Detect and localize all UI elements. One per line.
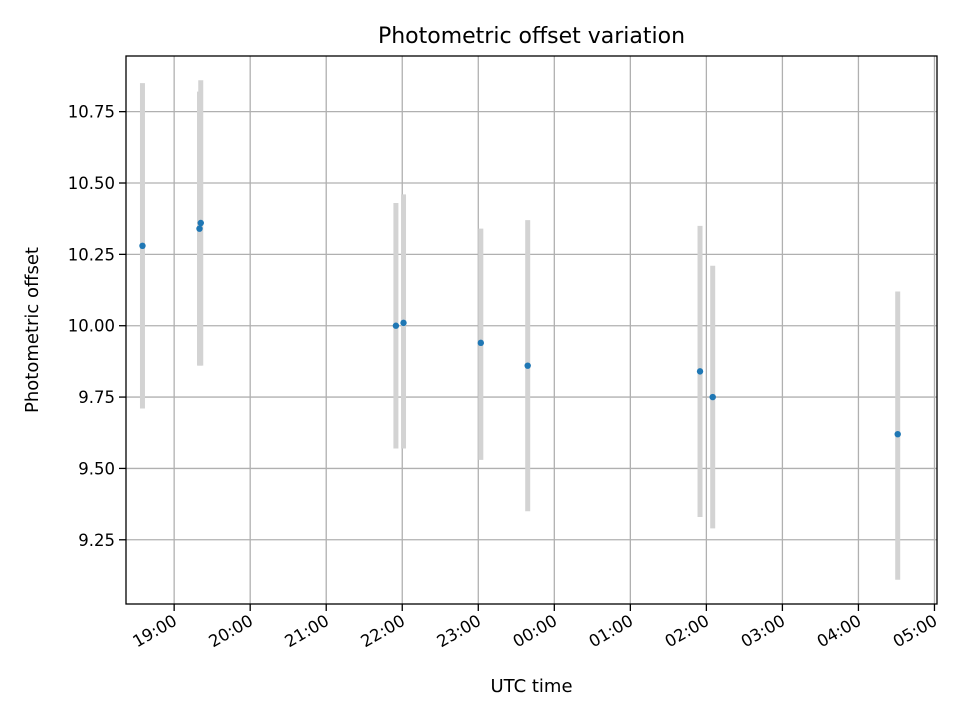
y-axis-label: Photometric offset — [22, 247, 43, 413]
data-points — [139, 219, 901, 438]
y-tick-label: 9.75 — [78, 388, 115, 407]
data-point — [477, 339, 485, 347]
data-point — [400, 319, 407, 327]
data-point — [139, 242, 146, 250]
y-tick-label: 10.50 — [68, 174, 115, 193]
data-point — [894, 430, 901, 438]
data-point — [709, 393, 716, 401]
chart-title: Photometric offset variation — [378, 24, 685, 49]
y-tick-label: 9.50 — [78, 459, 115, 478]
y-tick-label: 10.75 — [68, 103, 115, 122]
data-point — [197, 219, 204, 227]
x-axis-label: UTC time — [490, 676, 572, 697]
y-tick-label: 10.00 — [68, 317, 115, 336]
y-axis-ticks: 9.25 9.50 9.75 10.00 10.25 10.50 10.75 — [68, 103, 126, 550]
data-point — [392, 322, 400, 329]
y-tick-label: 10.25 — [68, 245, 115, 264]
grid — [126, 56, 937, 604]
data-point — [524, 362, 531, 369]
y-tick-label: 9.25 — [78, 531, 115, 550]
plot-frame — [125, 55, 938, 605]
data-point — [696, 368, 704, 375]
data-point — [196, 225, 203, 232]
